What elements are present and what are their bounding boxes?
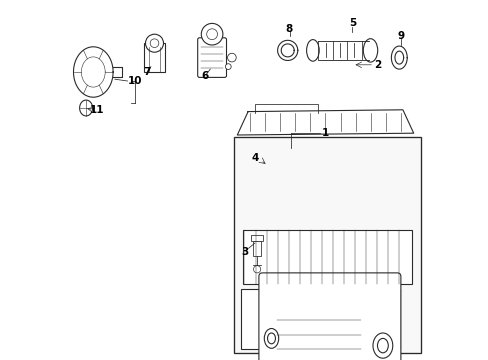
Text: 7: 7: [143, 67, 151, 77]
FancyBboxPatch shape: [197, 38, 226, 77]
Bar: [242, 230, 411, 284]
FancyBboxPatch shape: [258, 273, 400, 360]
Circle shape: [270, 316, 283, 329]
Ellipse shape: [363, 39, 377, 62]
Text: 3: 3: [241, 247, 247, 257]
Text: 4: 4: [251, 153, 259, 163]
Circle shape: [324, 316, 337, 329]
Circle shape: [225, 64, 231, 69]
Circle shape: [253, 266, 260, 273]
Bar: [251, 235, 263, 241]
Ellipse shape: [306, 40, 319, 61]
Bar: [241, 289, 399, 349]
Text: 1: 1: [321, 128, 328, 138]
Text: 9: 9: [397, 31, 404, 41]
Text: 8: 8: [285, 24, 292, 34]
Circle shape: [150, 39, 159, 48]
Ellipse shape: [377, 338, 387, 353]
Bar: [252, 241, 261, 256]
Bar: [143, 43, 165, 72]
Circle shape: [227, 53, 236, 62]
Text: 10: 10: [127, 76, 142, 86]
Text: 6: 6: [201, 71, 208, 81]
Text: 2: 2: [373, 60, 381, 70]
Ellipse shape: [264, 328, 278, 348]
Text: 11: 11: [89, 105, 104, 115]
Text: 5: 5: [348, 18, 355, 28]
Bar: [233, 137, 420, 353]
Ellipse shape: [267, 333, 275, 344]
Circle shape: [145, 34, 163, 52]
Ellipse shape: [372, 333, 392, 358]
Circle shape: [206, 29, 217, 40]
Circle shape: [201, 23, 223, 45]
